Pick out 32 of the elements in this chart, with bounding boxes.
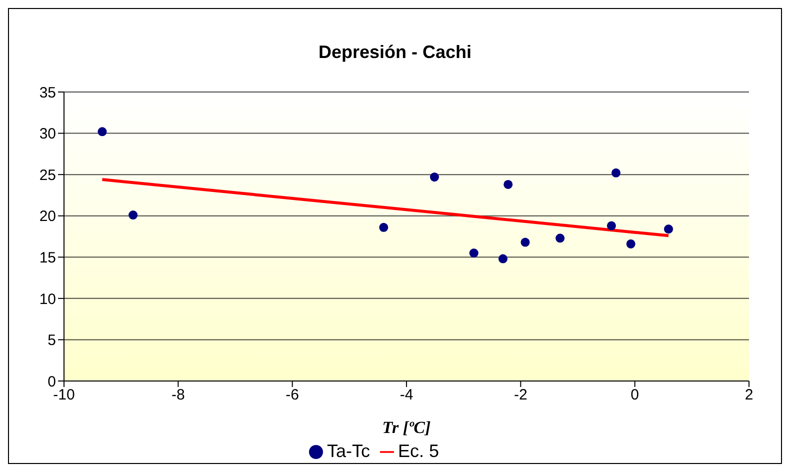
point <box>664 224 674 234</box>
point <box>469 248 478 258</box>
point <box>556 234 565 243</box>
point <box>626 239 636 248</box>
legend-label: Ec. 5 <box>398 441 440 461</box>
x-tick-label: 0 <box>630 386 640 404</box>
y-tick-label: 35 <box>39 84 56 102</box>
point <box>98 127 107 136</box>
x-tick-label: -6 <box>286 386 300 404</box>
y-tick-label: 15 <box>39 249 56 266</box>
point <box>606 221 616 230</box>
y-tick-label: 5 <box>48 332 56 350</box>
y-tick-label: 10 <box>39 290 56 308</box>
chart-title: Depresión - Cachi <box>317 41 473 64</box>
point <box>611 168 621 178</box>
legend-label: Ta-Tc <box>326 441 370 461</box>
x-tick-label: -10 <box>53 386 75 404</box>
x-tick-label: -4 <box>400 386 414 404</box>
point <box>498 254 508 264</box>
point <box>520 238 530 247</box>
point <box>379 222 388 232</box>
x-tick-label: -8 <box>171 386 185 404</box>
point <box>430 172 439 182</box>
x-tick-label: 2 <box>744 386 754 404</box>
y-tick-label: 20 <box>39 208 56 226</box>
x-tick-label: -2 <box>514 386 528 404</box>
x-axis-title: Tr [ºC] <box>382 418 432 437</box>
y-tick-label: 0 <box>48 373 56 390</box>
point <box>128 210 138 220</box>
y-tick-label: 25 <box>39 166 56 184</box>
y-tick-label: 30 <box>39 126 56 143</box>
point <box>504 180 513 189</box>
